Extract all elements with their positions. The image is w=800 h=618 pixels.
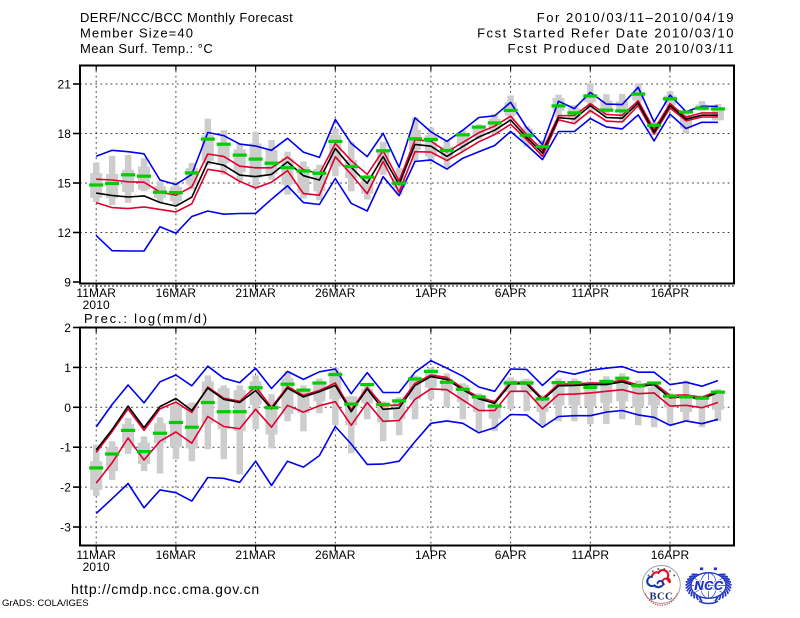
svg-text:1APR: 1APR	[415, 548, 447, 562]
svg-text:26MAR: 26MAR	[315, 286, 356, 300]
svg-text:9: 9	[64, 276, 71, 290]
svg-text:11APR: 11APR	[571, 286, 609, 300]
svg-text:15: 15	[57, 177, 71, 191]
svg-text:1APR: 1APR	[415, 286, 447, 300]
svg-text:-2: -2	[60, 481, 71, 495]
svg-text:16APR: 16APR	[651, 286, 690, 300]
svg-text:16APR: 16APR	[651, 548, 690, 562]
svg-text:16MAR: 16MAR	[156, 548, 197, 562]
svg-text:2010: 2010	[83, 560, 110, 574]
svg-text:16MAR: 16MAR	[156, 286, 197, 300]
svg-text:BCC: BCC	[649, 592, 673, 603]
svg-text:Prec.: log(mm/d): Prec.: log(mm/d)	[84, 311, 209, 326]
svg-text:Fcst Produced Date 2010/03/11: Fcst Produced Date 2010/03/11	[507, 41, 735, 56]
svg-text:http://cmdp.ncc.cma.gov.cn: http://cmdp.ncc.cma.gov.cn	[71, 581, 260, 597]
svg-text:NCC: NCC	[695, 579, 724, 593]
svg-text:0: 0	[64, 401, 71, 415]
svg-text:21MAR: 21MAR	[235, 548, 276, 562]
svg-text:11MAR: 11MAR	[76, 548, 116, 562]
svg-text:6APR: 6APR	[495, 548, 527, 562]
svg-text:Mean Surf. Temp.: °C: Mean Surf. Temp.: °C	[80, 41, 213, 56]
svg-text:2: 2	[64, 321, 71, 335]
svg-text:-1: -1	[60, 441, 71, 455]
svg-text:Member Size=40: Member Size=40	[80, 26, 194, 41]
svg-text:6APR: 6APR	[495, 286, 527, 300]
svg-text:-3: -3	[60, 521, 71, 535]
svg-text:2010: 2010	[83, 298, 110, 312]
svg-text:DERF/NCC/BCC Monthly Forecast: DERF/NCC/BCC Monthly Forecast	[80, 10, 293, 25]
svg-text:GrADS: COLA/IGES: GrADS: COLA/IGES	[2, 598, 89, 609]
svg-text:Fcst Started Refer Date 2010/0: Fcst Started Refer Date 2010/03/10	[477, 26, 735, 41]
svg-text:NCC: NCC	[694, 578, 724, 593]
svg-text:11APR: 11APR	[571, 548, 609, 562]
svg-text:1: 1	[64, 361, 71, 375]
svg-text:11MAR: 11MAR	[76, 286, 116, 300]
svg-text:26MAR: 26MAR	[315, 548, 356, 562]
svg-text:21MAR: 21MAR	[235, 286, 276, 300]
svg-text:For 2010/03/11–2010/04/19: For 2010/03/11–2010/04/19	[537, 10, 735, 25]
svg-text:12: 12	[57, 226, 71, 240]
svg-text:21: 21	[57, 78, 71, 92]
svg-text:18: 18	[57, 127, 71, 141]
